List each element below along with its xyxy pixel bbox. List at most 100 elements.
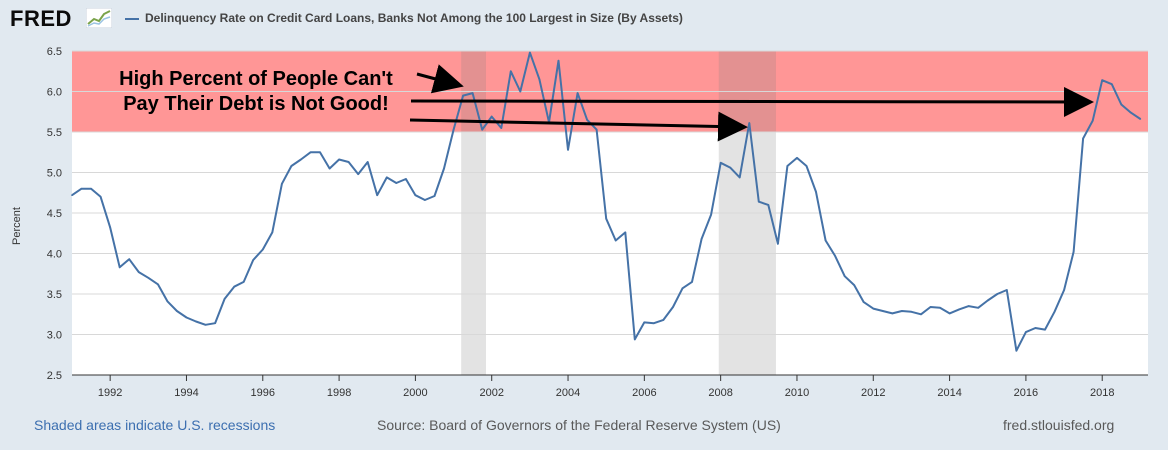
data-point (80, 187, 83, 190)
data-point (576, 92, 579, 94)
source-text: Source: Board of Governors of the Federa… (377, 417, 781, 433)
data-point (681, 287, 684, 290)
fred-logo[interactable]: FRED (10, 6, 72, 31)
data-point (290, 165, 293, 167)
data-point (595, 128, 598, 131)
y-tick-label: 6.5 (47, 46, 62, 58)
y-tick-label: 4.5 (47, 208, 62, 220)
recession-note-link[interactable]: Shaded areas indicate U.S. recessions (34, 417, 276, 433)
data-point (967, 305, 970, 307)
x-tick-label: 2006 (632, 387, 656, 399)
data-point (777, 243, 779, 245)
data-point (862, 301, 865, 303)
data-point (414, 194, 417, 196)
data-point (147, 277, 150, 279)
x-tick-label: 1998 (327, 387, 351, 399)
data-point (1091, 119, 1094, 122)
y-axis-label: Percent (11, 207, 23, 245)
data-point (882, 310, 884, 312)
data-point (586, 119, 588, 121)
data-point (1044, 328, 1046, 331)
data-point (1025, 331, 1027, 333)
y-tick-label: 4.0 (47, 249, 62, 261)
data-point (529, 51, 531, 54)
data-point (481, 128, 484, 131)
y-tick-label: 5.0 (47, 168, 62, 180)
data-point (223, 298, 226, 300)
data-point (729, 166, 731, 169)
x-tick-label: 1994 (174, 387, 198, 399)
data-point (386, 176, 388, 179)
data-point (939, 307, 941, 309)
data-point (1101, 79, 1103, 81)
data-point (1111, 83, 1113, 85)
data-point (271, 231, 274, 234)
data-point (510, 70, 512, 73)
data-point (738, 176, 741, 179)
data-point (1034, 327, 1037, 329)
x-tick-label: 2000 (403, 387, 427, 399)
data-point (653, 322, 655, 325)
data-point (834, 255, 836, 257)
x-tick-label: 2014 (937, 387, 961, 399)
data-point (1130, 111, 1132, 114)
annotation-arrow (410, 86, 1094, 117)
annotation-arrow (416, 64, 464, 94)
y-tick-label: 2.5 (47, 370, 62, 382)
data-point (1139, 118, 1142, 120)
site-link[interactable]: fred.stlouisfed.org (1003, 417, 1115, 433)
data-point (672, 306, 674, 308)
data-point (300, 158, 302, 161)
data-point (872, 307, 875, 310)
data-point (986, 299, 989, 302)
data-point (1082, 137, 1084, 140)
data-point (786, 165, 789, 167)
data-point (118, 266, 121, 269)
data-point (195, 320, 197, 323)
legend-label[interactable]: Delinquency Rate on Credit Card Loans, B… (145, 11, 683, 25)
data-point (500, 127, 503, 129)
data-point (366, 161, 369, 163)
data-point (796, 157, 798, 159)
data-point (262, 248, 264, 251)
data-point (128, 258, 130, 260)
x-tick-label: 2018 (1090, 387, 1114, 399)
data-point (242, 281, 245, 283)
data-point (958, 308, 960, 311)
y-tick-label: 6.0 (47, 87, 62, 99)
annotation-line-1: High Percent of People Can't (119, 68, 393, 90)
data-point (767, 204, 770, 206)
data-point (309, 151, 312, 154)
data-point (929, 306, 932, 308)
y-tick-label: 3.0 (47, 330, 62, 342)
y-tick-label: 3.5 (47, 289, 62, 301)
data-point (90, 187, 92, 190)
data-point (166, 300, 169, 303)
data-point (805, 165, 808, 167)
annotation-arrow (409, 111, 748, 142)
data-point (138, 271, 140, 273)
data-point (605, 217, 607, 220)
data-point (462, 94, 464, 97)
data-point (748, 122, 751, 124)
data-point (538, 78, 541, 81)
data-point (624, 231, 627, 234)
data-point (519, 90, 522, 93)
data-point (948, 312, 951, 315)
x-tick-label: 2004 (556, 387, 580, 399)
data-point (910, 311, 913, 313)
x-tick-label: 1996 (251, 387, 275, 399)
data-point (1063, 289, 1065, 291)
data-point (347, 161, 350, 163)
data-point (338, 158, 340, 161)
data-point (357, 173, 360, 175)
data-point (853, 284, 855, 286)
data-point (281, 183, 283, 185)
data-point (815, 191, 817, 193)
data-point (452, 128, 455, 131)
data-point (996, 293, 999, 295)
chart-header: FRED Delinquency Rate on Credit Card Loa… (0, 0, 1168, 40)
y-tick-label: 5.5 (47, 127, 62, 139)
data-point (99, 196, 102, 198)
data-point (1015, 349, 1018, 352)
